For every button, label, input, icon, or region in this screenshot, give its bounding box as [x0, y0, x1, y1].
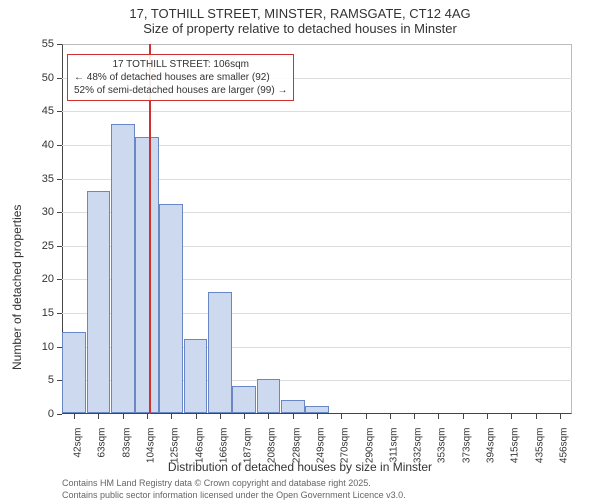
xtick-mark: [536, 414, 537, 419]
plot-area: 051015202530354045505542sqm63sqm83sqm104…: [62, 44, 572, 414]
annotation-line1: 17 TOTHILL STREET: 106sqm: [74, 58, 287, 71]
ytick-label: 30: [24, 206, 54, 218]
ytick-label: 15: [24, 307, 54, 319]
histogram-bar: [281, 400, 305, 413]
xtick-mark: [171, 414, 172, 419]
ytick-mark: [57, 279, 62, 280]
xtick-mark: [196, 414, 197, 419]
histogram-bar: [184, 339, 208, 413]
xtick-mark: [414, 414, 415, 419]
histogram-bar: [232, 386, 256, 413]
ytick-mark: [57, 246, 62, 247]
ytick-label: 25: [24, 240, 54, 252]
xtick-mark: [123, 414, 124, 419]
chart-title-line2: Size of property relative to detached ho…: [0, 21, 600, 40]
xtick-mark: [487, 414, 488, 419]
ytick-mark: [57, 414, 62, 415]
histogram-bar: [208, 292, 232, 413]
annotation-line3: 52% of semi-detached houses are larger (…: [74, 84, 287, 97]
xtick-mark: [341, 414, 342, 419]
histogram-bar: [87, 191, 111, 413]
xtick-mark: [220, 414, 221, 419]
histogram-bar: [111, 124, 135, 413]
xtick-mark: [511, 414, 512, 419]
footer-line2: Contains public sector information licen…: [62, 490, 406, 501]
x-axis-label: Distribution of detached houses by size …: [0, 460, 600, 474]
histogram-bar: [62, 332, 86, 413]
ytick-label: 40: [24, 139, 54, 151]
ytick-mark: [57, 78, 62, 79]
ytick-label: 55: [24, 38, 54, 50]
ytick-mark: [57, 145, 62, 146]
xtick-mark: [438, 414, 439, 419]
ytick-label: 5: [24, 374, 54, 386]
chart-title-line1: 17, TOTHILL STREET, MINSTER, RAMSGATE, C…: [0, 0, 600, 21]
ytick-label: 0: [24, 408, 54, 420]
xtick-mark: [366, 414, 367, 419]
ytick-label: 50: [24, 72, 54, 84]
xtick-mark: [390, 414, 391, 419]
ytick-mark: [57, 212, 62, 213]
histogram-bar: [305, 406, 329, 413]
annotation-line2: ← 48% of detached houses are smaller (92…: [74, 71, 287, 84]
ytick-label: 10: [24, 341, 54, 353]
footer-attribution: Contains HM Land Registry data © Crown c…: [62, 478, 406, 501]
ytick-mark: [57, 111, 62, 112]
xtick-mark: [293, 414, 294, 419]
xtick-mark: [463, 414, 464, 419]
xtick-mark: [244, 414, 245, 419]
ytick-label: 20: [24, 273, 54, 285]
xtick-mark: [560, 414, 561, 419]
histogram-bar: [135, 137, 159, 413]
y-axis-label: Number of detached properties: [10, 205, 24, 370]
ytick-mark: [57, 313, 62, 314]
chart-container: 17, TOTHILL STREET, MINSTER, RAMSGATE, C…: [0, 0, 600, 500]
ytick-label: 45: [24, 105, 54, 117]
histogram-bar: [159, 204, 183, 413]
xtick-mark: [98, 414, 99, 419]
footer-line1: Contains HM Land Registry data © Crown c…: [62, 478, 406, 490]
xtick-mark: [317, 414, 318, 419]
annotation-box: 17 TOTHILL STREET: 106sqm← 48% of detach…: [67, 54, 294, 101]
xtick-mark: [268, 414, 269, 419]
xtick-mark: [74, 414, 75, 419]
histogram-bar: [257, 379, 281, 413]
ytick-label: 35: [24, 173, 54, 185]
xtick-mark: [147, 414, 148, 419]
ytick-mark: [57, 44, 62, 45]
gridline: [62, 111, 572, 112]
ytick-mark: [57, 179, 62, 180]
